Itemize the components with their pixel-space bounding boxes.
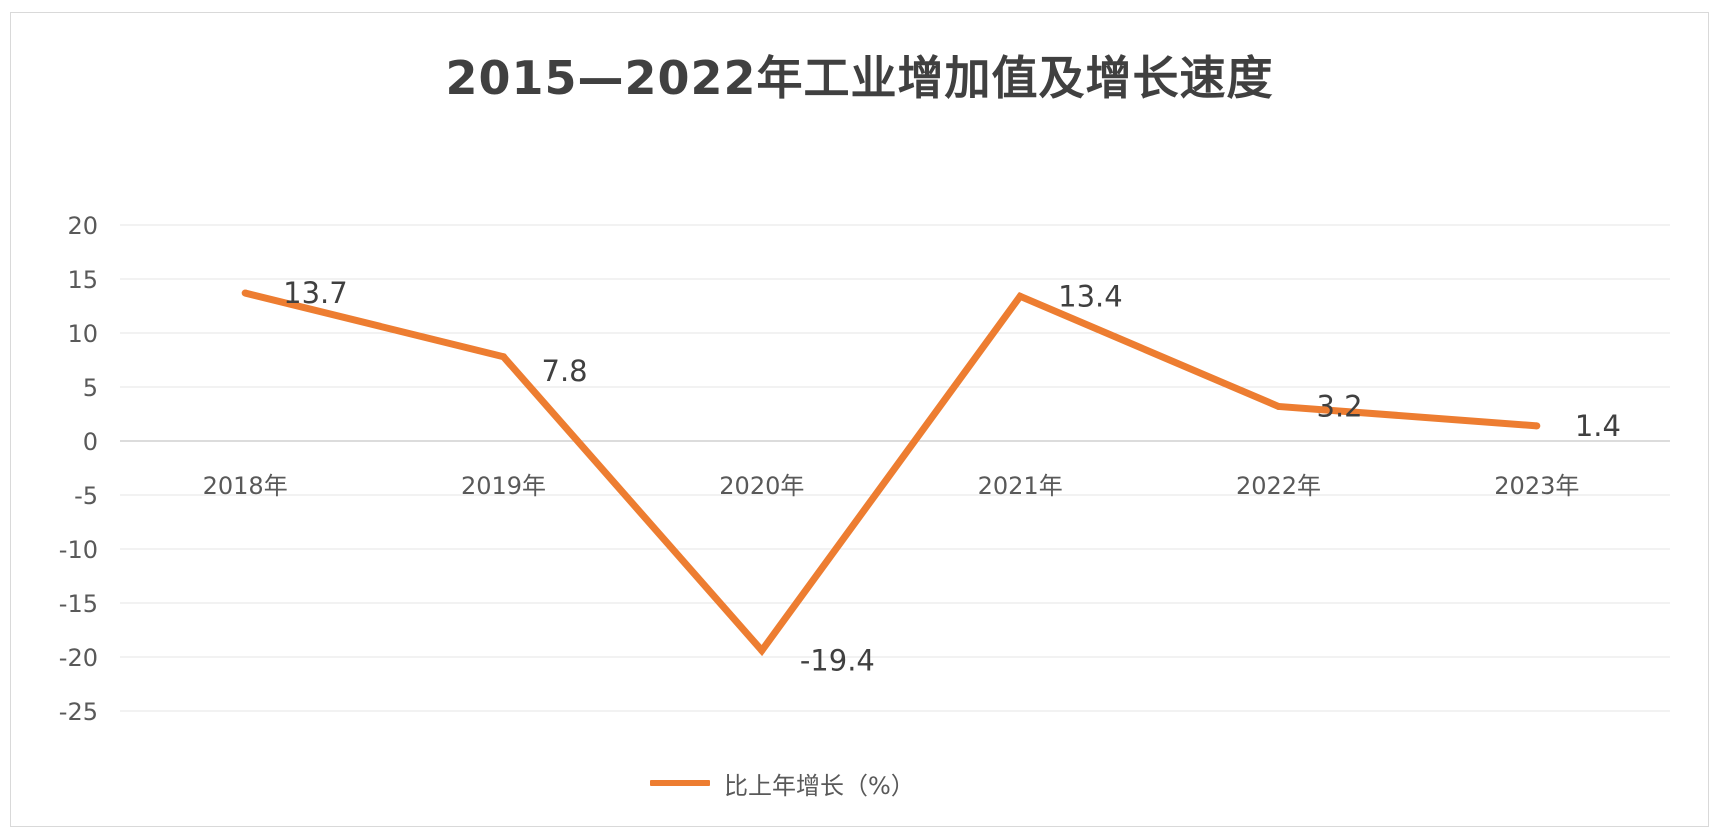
data-label: 1.4 <box>1575 409 1621 443</box>
data-point <box>1016 292 1024 300</box>
y-tick-label: -15 <box>59 590 98 618</box>
y-tick-label: -5 <box>74 482 98 510</box>
series-line <box>244 289 1538 657</box>
y-tick-label: -20 <box>59 644 98 672</box>
data-point <box>1533 422 1541 430</box>
data-label: 13.4 <box>1058 279 1123 313</box>
y-tick-label: 15 <box>67 266 98 294</box>
data-label: 13.7 <box>283 276 348 310</box>
x-tick-label: 2021年 <box>978 472 1063 500</box>
data-point <box>758 647 766 655</box>
y-tick-label: -10 <box>59 536 98 564</box>
data-label: 7.8 <box>542 354 588 388</box>
y-tick-label: 5 <box>83 374 98 402</box>
chart-title: 2015—2022年工业增加值及增长速度 <box>445 51 1274 105</box>
x-tick-label: 2018年 <box>203 472 288 500</box>
y-tick-label: 20 <box>67 212 98 240</box>
y-tick-label: 0 <box>83 428 98 456</box>
data-point <box>500 353 507 361</box>
x-tick-label: 2019年 <box>461 472 546 500</box>
x-tick-label: 2020年 <box>719 472 804 500</box>
data-label: 3.2 <box>1317 389 1363 423</box>
y-tick-label: 10 <box>67 320 98 348</box>
legend-label: 比上年增长（%） <box>724 771 915 800</box>
x-tick-label: 2022年 <box>1236 472 1321 500</box>
data-point <box>1275 402 1282 410</box>
x-tick-label: 2023年 <box>1494 472 1579 500</box>
data-point <box>241 289 249 297</box>
legend-swatch <box>650 780 710 786</box>
legend: 比上年增长（%） <box>650 768 915 800</box>
data-label: -19.4 <box>800 644 875 678</box>
y-tick-label: -25 <box>59 698 98 726</box>
